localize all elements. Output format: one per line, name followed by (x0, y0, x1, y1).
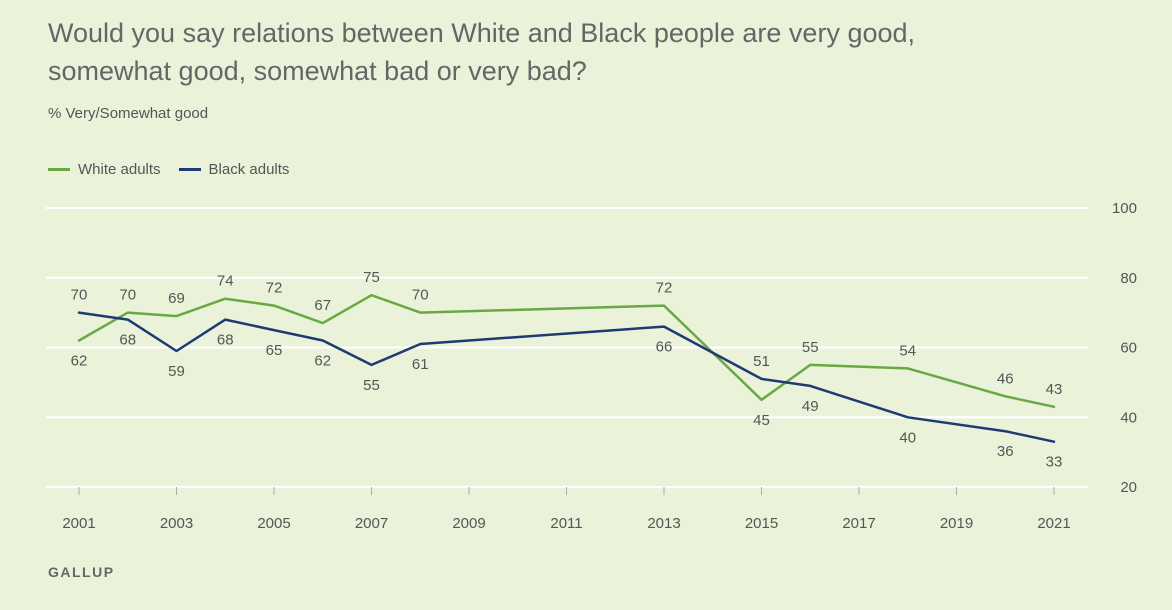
y-tick-label-40: 40 (1120, 409, 1137, 426)
data-label-white-adults-2007: 75 (363, 269, 380, 286)
data-label-black-adults-2004: 68 (217, 332, 234, 349)
data-label-black-adults-2013: 66 (656, 339, 673, 356)
x-tick-label-2021: 2021 (1037, 515, 1070, 532)
y-tick-label-60: 60 (1120, 340, 1137, 357)
data-label-white-adults-2001: 62 (71, 353, 88, 370)
x-tick-label-2013: 2013 (647, 515, 680, 532)
data-label-white-adults-2005: 72 (266, 280, 283, 297)
data-label-white-adults-2021: 43 (1046, 381, 1063, 398)
x-tick-label-2003: 2003 (160, 515, 193, 532)
source-logo-text: GALLUP (48, 564, 115, 580)
x-tick-label-2017: 2017 (842, 515, 875, 532)
data-label-white-adults-2003: 69 (168, 290, 185, 307)
legend-label-black-adults: Black adults (208, 161, 290, 178)
legend-item-black-adults: Black adults (178, 161, 290, 178)
data-label-black-adults-2007: 55 (363, 377, 380, 394)
series-line-black-adults (77, 311, 1056, 443)
data-label-white-adults-2013: 72 (656, 280, 673, 297)
x-tick-label-2015: 2015 (745, 515, 778, 532)
data-label-white-adults-2015: 45 (753, 412, 770, 429)
x-tick-label-2009: 2009 (452, 515, 485, 532)
data-label-black-adults-2003: 59 (168, 363, 185, 380)
x-tick-label-2019: 2019 (940, 515, 973, 532)
data-label-black-adults-2008: 61 (412, 356, 429, 373)
data-label-white-adults-2008: 70 (412, 287, 429, 304)
x-tick-label-2011: 2011 (550, 515, 582, 532)
y-tick-label-80: 80 (1120, 270, 1137, 287)
data-label-white-adults-2016: 55 (802, 339, 819, 356)
y-tick-label-20: 20 (1120, 479, 1137, 496)
series-line-white-adults (77, 293, 1056, 409)
data-label-black-adults-2006: 62 (314, 353, 331, 370)
data-label-black-adults-2001: 70 (71, 287, 88, 304)
x-tick-label-2001: 2001 (62, 515, 95, 532)
legend-item-white-adults: White adults (48, 161, 161, 178)
data-label-white-adults-2018: 54 (899, 342, 916, 359)
y-tick-label-100: 100 (1112, 200, 1137, 217)
data-label-white-adults-2006: 67 (314, 297, 331, 314)
data-label-white-adults-2002: 70 (119, 287, 136, 304)
data-label-black-adults-2005: 65 (266, 342, 283, 359)
x-tick-label-2005: 2005 (257, 515, 290, 532)
data-label-black-adults-2002: 68 (119, 332, 136, 349)
data-label-white-adults-2020: 46 (997, 370, 1014, 387)
data-label-black-adults-2018: 40 (899, 429, 916, 446)
chart-legend: White adults Black adults (48, 161, 307, 178)
legend-label-white-adults: White adults (78, 161, 161, 178)
data-label-black-adults-2015: 51 (753, 353, 770, 370)
data-label-black-adults-2021: 33 (1046, 454, 1063, 471)
legend-swatch-black-adults (178, 168, 201, 171)
data-label-black-adults-2016: 49 (802, 398, 819, 415)
data-label-white-adults-2004: 74 (217, 273, 234, 290)
x-tick-label-2007: 2007 (355, 515, 388, 532)
data-label-black-adults-2020: 36 (997, 443, 1014, 460)
chart-subtitle: % Very/Somewhat good (48, 105, 209, 122)
legend-swatch-white-adults (48, 168, 70, 171)
chart-title: Would you say relations between White an… (48, 18, 916, 86)
